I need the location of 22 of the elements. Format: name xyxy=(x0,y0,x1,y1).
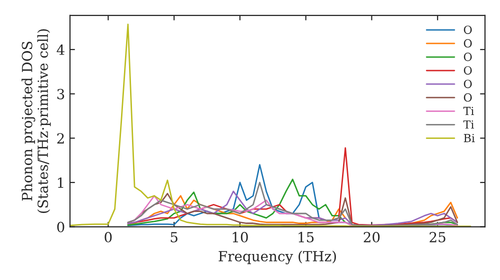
x-tick-label: 20 xyxy=(364,232,380,242)
x-tick-label: 25 xyxy=(430,232,446,242)
legend-label: Bi xyxy=(464,134,475,142)
y-tick-label: 1 xyxy=(58,177,64,188)
legend-label: O xyxy=(464,66,472,75)
x-tick-label: 15 xyxy=(298,232,314,242)
y-axis-title: Phonon projected DOS (States/THz·primitive cell) xyxy=(22,29,51,213)
x-tick-label: 5 xyxy=(170,232,178,242)
x-axis-title: Frequency (THz) xyxy=(218,250,336,264)
y-tick-label: 4 xyxy=(56,44,64,55)
legend-label: O xyxy=(464,26,472,34)
legend-label: O xyxy=(464,80,472,88)
x-tick-label: 10 xyxy=(232,232,248,242)
legend-label: Ti xyxy=(463,106,474,116)
legend-label: O xyxy=(464,52,472,62)
y-tick-label: 2 xyxy=(57,133,64,144)
x-tick-label: 0 xyxy=(104,232,112,242)
legend-label: O xyxy=(464,93,472,102)
legend-label: Ti xyxy=(463,120,474,129)
y-tick-label: 0 xyxy=(57,222,64,232)
legend-label: O xyxy=(464,39,472,48)
y-tick-label: 3 xyxy=(57,88,64,100)
